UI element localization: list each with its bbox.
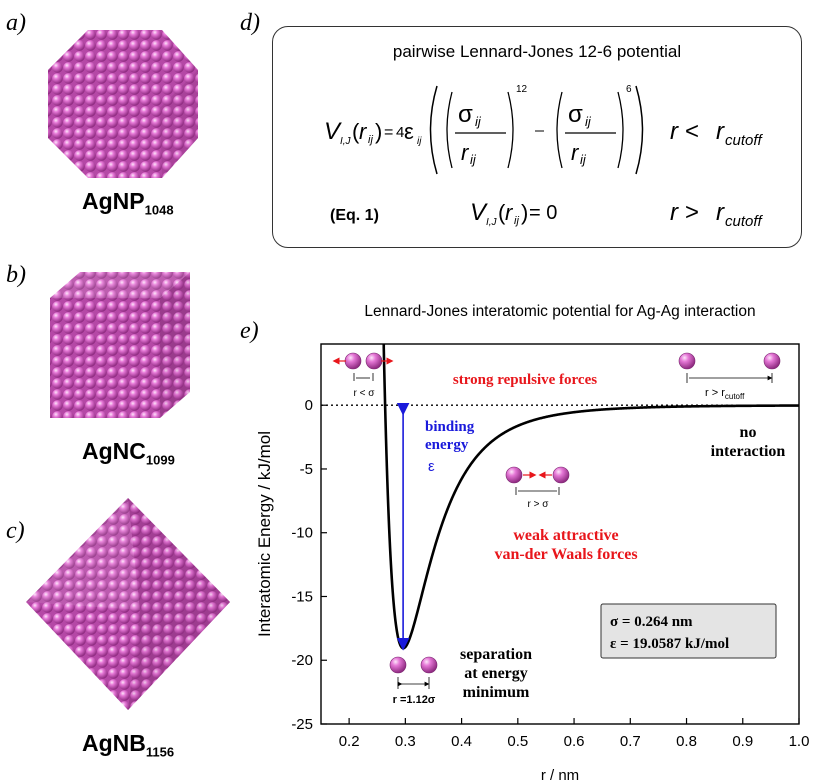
svg-text:ij: ij	[475, 114, 482, 129]
equation-number: (Eq. 1)	[330, 207, 379, 224]
svg-text:V: V	[324, 118, 342, 145]
svg-text:ε: ε	[404, 119, 414, 144]
binding-label-1: binding	[425, 419, 475, 435]
y-tick-label: 0	[305, 397, 313, 414]
chart-title: Lennard-Jones interatomic potential for …	[364, 303, 755, 320]
r-gt-sigma-label: r > σ	[528, 499, 550, 510]
r-min-label: r =1.12σ	[393, 694, 436, 706]
svg-text:cutoff: cutoff	[725, 132, 764, 149]
panel-letter-b: b)	[6, 262, 26, 288]
svg-text:r >: r >	[670, 199, 699, 226]
separation-label-1: separation	[460, 646, 532, 663]
van-der-waals-label: van-der Waals forces	[494, 546, 637, 563]
svg-text:r: r	[716, 199, 725, 226]
equation-box	[272, 26, 802, 248]
no-interaction-label-1: no	[740, 424, 757, 441]
x-tick-label: 0.8	[676, 733, 697, 750]
svg-text:ij: ij	[514, 215, 519, 227]
x-tick-label: 0.5	[507, 733, 528, 750]
svg-text:r <: r <	[670, 118, 699, 145]
y-tick-label: -25	[291, 716, 313, 733]
atom-pair-repulsive: r < σ	[332, 352, 394, 399]
svg-text:r: r	[461, 140, 470, 165]
svg-text:σ: σ	[458, 101, 473, 128]
separation-label-2: at energy	[464, 665, 528, 682]
panel-letter-c: c)	[6, 518, 25, 544]
svg-text:(: (	[498, 200, 506, 225]
x-tick-label: 0.3	[395, 733, 416, 750]
agnb-bipyramid-image	[26, 498, 230, 710]
svg-text:= 0: = 0	[529, 202, 557, 224]
x-tick-label: 0.9	[732, 733, 753, 750]
strong-repulsive-label: strong repulsive forces	[453, 372, 597, 388]
separation-label-3: minimum	[463, 684, 530, 701]
svg-text:): )	[375, 119, 382, 144]
sigma-value: σ = 0.264 nm	[610, 614, 693, 630]
atom-pair-minimum: r =1.12σ	[389, 656, 438, 706]
panel-letter-a: a)	[6, 10, 26, 36]
svg-text:r: r	[505, 200, 514, 225]
svg-text:I,J: I,J	[340, 136, 352, 147]
binding-epsilon: ε	[428, 458, 435, 475]
svg-text:ij: ij	[585, 114, 592, 129]
y-tick-label: -10	[291, 525, 313, 542]
x-axis-label: r / nm	[541, 767, 579, 783]
panel-letter-e: e)	[240, 318, 259, 344]
binding-label-2: energy	[425, 437, 469, 453]
svg-text:ij: ij	[580, 152, 587, 167]
r-lt-sigma-label: r < σ	[354, 388, 376, 399]
plot-frame	[320, 343, 800, 725]
svg-text:r: r	[716, 118, 725, 145]
svg-text:ij: ij	[470, 152, 477, 167]
agnp-label: AgNP1048	[82, 188, 174, 218]
agnc-cube-image	[50, 272, 190, 418]
agnb-label: AgNB1156	[82, 730, 175, 760]
lj-curve	[382, 344, 799, 650]
agnc-label: AgNC1099	[82, 438, 175, 468]
atom-pair-cutoff: r > rcutoff	[678, 352, 781, 401]
svg-text:σ: σ	[568, 101, 583, 128]
panel-letter-d: d)	[240, 10, 260, 36]
svg-text:): )	[521, 200, 528, 225]
svg-text:4: 4	[396, 124, 404, 141]
equation-formula: V I,J ( r ij ) = 4 ε ij σ ij r ij 12 σ i…	[324, 84, 764, 230]
atom-pair-attractive: r > σ	[505, 466, 570, 510]
x-tick-label: 0.2	[339, 733, 360, 750]
svg-text:6: 6	[626, 84, 632, 95]
equation-title: pairwise Lennard-Jones 12-6 potential	[392, 42, 682, 61]
x-tick-label: 0.7	[620, 733, 641, 750]
svg-text:=: =	[384, 124, 393, 141]
svg-text:V: V	[470, 199, 488, 226]
svg-text:(: (	[352, 119, 360, 144]
svg-text:ij: ij	[368, 134, 373, 146]
y-tick-label: -15	[291, 588, 313, 605]
x-tick-label: 0.6	[564, 733, 585, 750]
agnp-sphere-image	[48, 30, 198, 178]
x-tick-label: 0.4	[451, 733, 472, 750]
y-axis-label: Interatomic Energy / kJ/mol	[255, 431, 274, 637]
svg-text:12: 12	[516, 84, 528, 95]
svg-text:I,J: I,J	[486, 217, 498, 228]
y-tick-label: -20	[291, 652, 313, 669]
svg-text:cutoff: cutoff	[725, 213, 764, 230]
svg-text:r: r	[359, 119, 368, 144]
y-tick-label: -5	[300, 461, 313, 478]
svg-text:ij: ij	[417, 136, 422, 147]
x-tick-label: 1.0	[789, 733, 810, 750]
weak-attractive-label: weak attractive	[513, 527, 618, 544]
params-box	[600, 603, 777, 659]
r-gt-cutoff-label: r > rcutoff	[705, 387, 745, 401]
epsilon-value: ε = 19.0587 kJ/mol	[610, 636, 729, 652]
svg-text:r: r	[571, 140, 580, 165]
no-interaction-label-2: interaction	[711, 443, 786, 460]
